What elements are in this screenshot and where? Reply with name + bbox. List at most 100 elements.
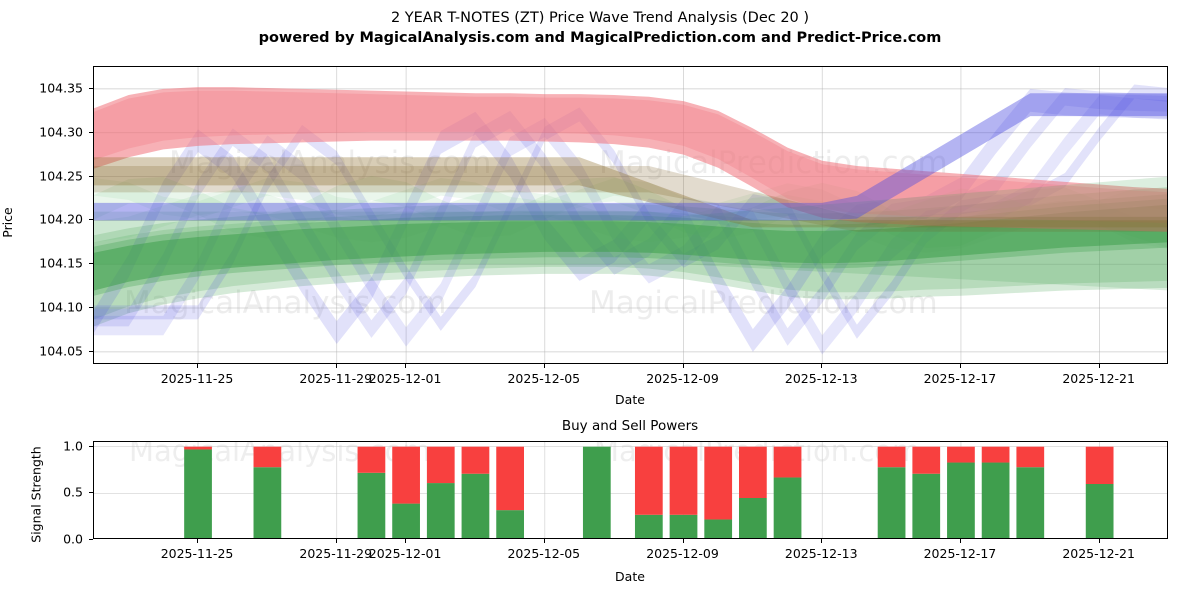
- price-wave-plot: [94, 67, 1167, 363]
- price-axis-label: Price: [0, 207, 15, 238]
- buy-power-bar: [253, 467, 282, 538]
- sell-power-bar: [739, 446, 767, 498]
- price-xtick-mark: [335, 364, 337, 368]
- signal-xtick-label: 2025-11-25: [160, 546, 234, 561]
- price-xtick-label: 2025-11-25: [160, 371, 234, 386]
- buy-power-bar: [704, 519, 733, 538]
- sell-power-bar: [1085, 446, 1114, 484]
- page-subtitle: powered by MagicalAnalysis.com and Magic…: [258, 30, 942, 46]
- price-ytick-label: 104.15: [39, 255, 83, 271]
- signal-ytick-mark: [89, 445, 93, 447]
- price-xtick-mark: [682, 364, 684, 368]
- signal-ytick-label: 0.0: [63, 531, 83, 547]
- signal-xtick-label: 2025-12-21: [1062, 546, 1135, 561]
- sell-power-bar: [253, 446, 282, 468]
- sell-power-bar: [912, 446, 941, 474]
- signal-xtick-mark: [1098, 539, 1100, 543]
- sell-power-bar: [981, 446, 1010, 463]
- price-ytick-label: 104.10: [39, 299, 83, 315]
- buy-sell-plot: [94, 442, 1167, 538]
- signal-ytick-label: 1.0: [63, 438, 83, 454]
- buy-power-bar: [357, 472, 386, 538]
- price-ytick-label: 104.05: [39, 343, 83, 359]
- signal-ytick-label: 0.5: [63, 484, 83, 500]
- signal-xtick-mark: [405, 539, 407, 543]
- sell-power-bar: [947, 446, 975, 463]
- buy-sell-powers-chart: MagicalAnalysis.com MagicalPrediction.co…: [93, 441, 1168, 539]
- price-ytick-mark: [89, 307, 93, 309]
- buy-power-bar: [877, 467, 906, 538]
- price-ytick-label: 104.25: [39, 168, 83, 184]
- signal-ytick-mark: [89, 492, 93, 494]
- buy-power-bar: [773, 477, 802, 538]
- price-xtick-mark: [405, 364, 407, 368]
- price-xtick-label: 2025-11-29: [299, 371, 373, 386]
- price-ytick-mark: [89, 350, 93, 352]
- price-ytick-mark: [89, 175, 93, 177]
- price-xtick-mark: [1098, 364, 1100, 368]
- sell-power-bar: [669, 446, 698, 515]
- sell-power-bar: [773, 446, 802, 478]
- price-xtick-mark: [543, 364, 545, 368]
- signal-axis-label: Signal Strength: [28, 446, 44, 543]
- signal-panel-title: Buy and Sell Powers: [561, 418, 699, 434]
- title-block: 2 YEAR T-NOTES (ZT) Price Wave Trend Ana…: [0, 8, 1200, 48]
- buy-power-bar: [947, 462, 975, 538]
- signal-xtick-mark: [821, 539, 823, 543]
- sell-power-bar: [496, 446, 524, 511]
- signal-xtick-mark: [959, 539, 961, 543]
- price-ytick-label: 104.35: [39, 80, 83, 96]
- price-xaxis-label: Date: [615, 392, 645, 407]
- sell-power-bar: [184, 446, 212, 450]
- signal-xtick-mark: [335, 539, 337, 543]
- price-ytick-label: 104.20: [39, 211, 83, 227]
- buy-power-bar: [739, 498, 767, 538]
- signal-xtick-label: 2025-12-01: [368, 546, 442, 561]
- signal-xtick-mark: [197, 539, 199, 543]
- price-ytick-mark: [89, 219, 93, 221]
- sell-power-bar: [426, 446, 455, 484]
- signal-xtick-mark: [543, 539, 545, 543]
- price-ytick-label: 104.30: [39, 124, 83, 140]
- sell-power-bar: [392, 446, 420, 504]
- sell-power-bar: [877, 446, 906, 468]
- sell-power-bar: [357, 446, 386, 473]
- sell-power-bar: [461, 446, 490, 474]
- buy-power-bar: [582, 446, 611, 538]
- price-xtick-label: 2025-12-01: [368, 371, 442, 386]
- price-ytick-mark: [89, 87, 93, 89]
- price-xtick-mark: [821, 364, 823, 368]
- signal-xtick-mark: [682, 539, 684, 543]
- buy-power-bar: [1085, 484, 1114, 538]
- buy-power-bar: [669, 514, 698, 538]
- signal-xtick-label: 2025-12-05: [507, 546, 581, 561]
- buy-power-bar: [634, 514, 663, 538]
- sell-power-bar: [704, 446, 733, 520]
- price-xtick-label: 2025-12-13: [784, 371, 858, 386]
- buy-power-bar: [461, 473, 490, 538]
- buy-power-bar: [981, 462, 1010, 538]
- buy-power-bar: [1016, 467, 1045, 538]
- buy-power-bar: [426, 483, 455, 538]
- signal-xtick-label: 2025-12-09: [646, 546, 719, 561]
- price-xtick-label: 2025-12-17: [923, 371, 997, 386]
- buy-power-bar: [392, 503, 420, 538]
- buy-power-bar: [496, 510, 524, 538]
- price-xtick-label: 2025-12-09: [646, 371, 719, 386]
- page-title: 2 YEAR T-NOTES (ZT) Price Wave Trend Ana…: [390, 10, 810, 26]
- price-xtick-label: 2025-12-21: [1062, 371, 1135, 386]
- buy-power-bar: [912, 473, 941, 538]
- signal-ytick-mark: [89, 539, 93, 540]
- price-ytick-mark: [89, 131, 93, 133]
- sell-power-bar: [1016, 446, 1045, 468]
- price-wave-chart: MagicalAnalysis.com MagicalPrediction.co…: [93, 66, 1168, 364]
- signal-xtick-label: 2025-11-29: [299, 546, 373, 561]
- price-ytick-mark: [89, 263, 93, 265]
- signal-xtick-label: 2025-12-13: [784, 546, 858, 561]
- price-xtick-label: 2025-12-05: [507, 371, 581, 386]
- sell-power-bar: [634, 446, 663, 515]
- price-xtick-mark: [197, 364, 199, 368]
- signal-xtick-label: 2025-12-17: [923, 546, 997, 561]
- signal-xaxis-label: Date: [615, 569, 645, 584]
